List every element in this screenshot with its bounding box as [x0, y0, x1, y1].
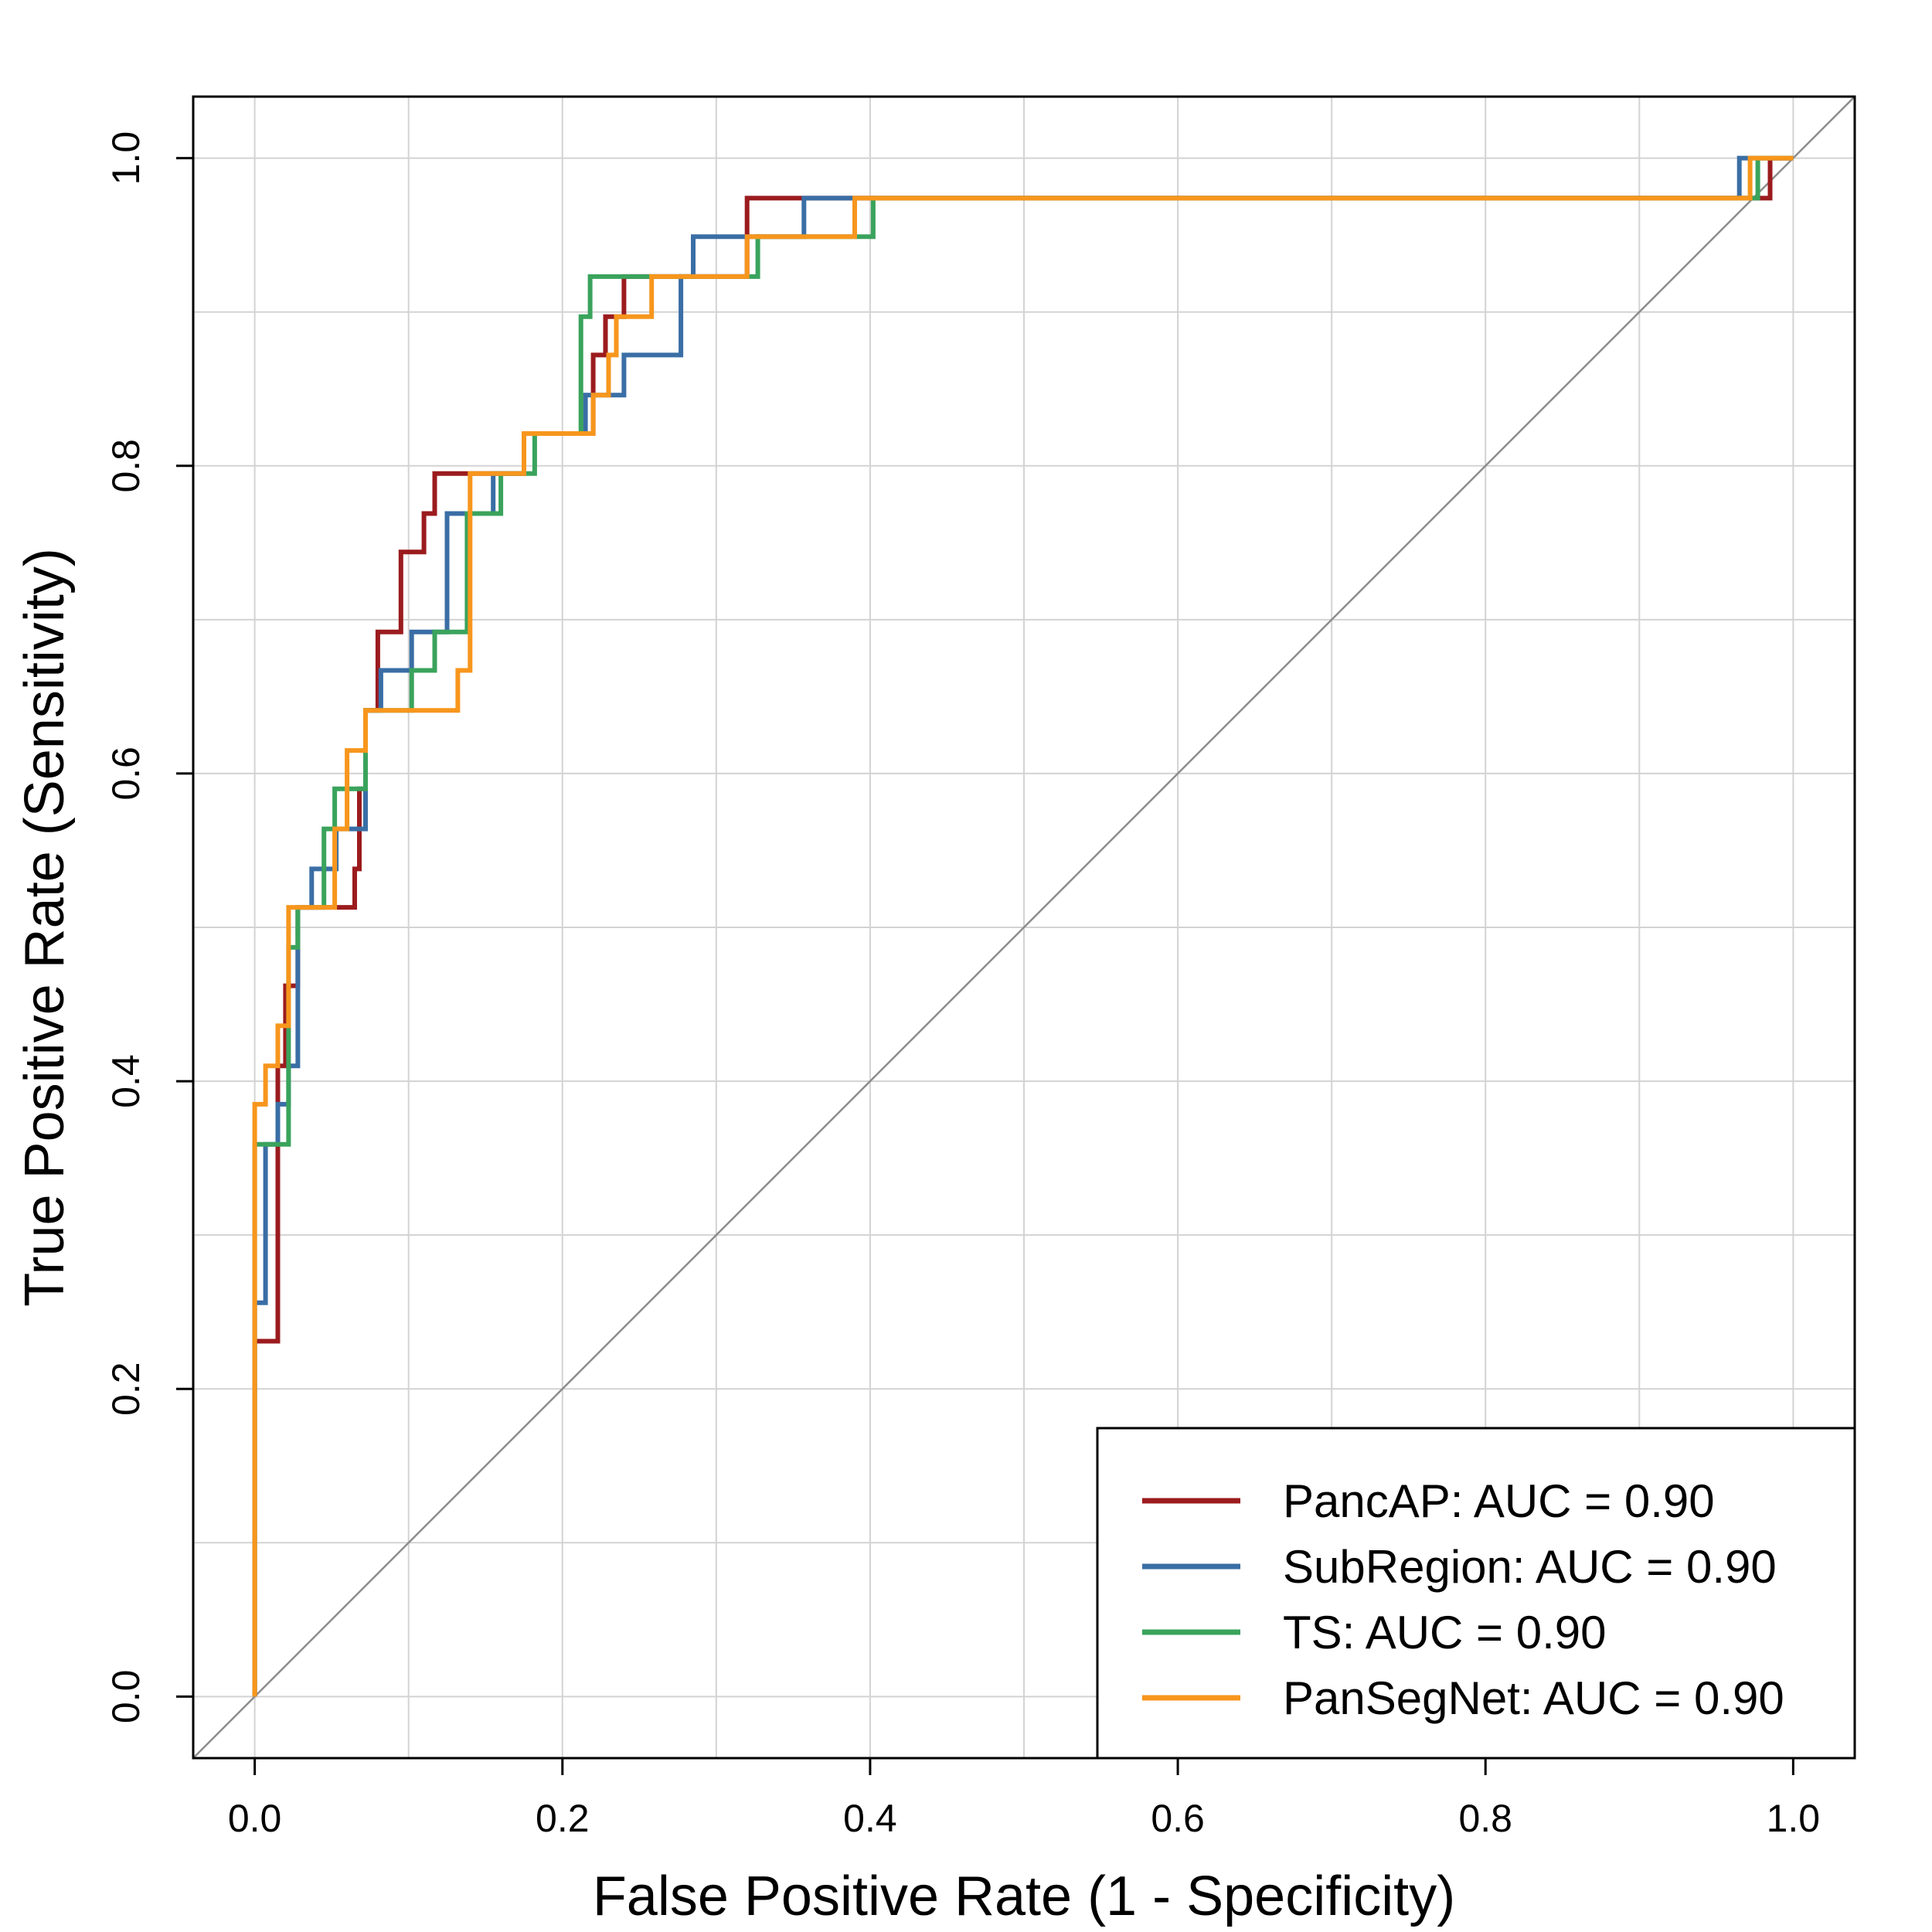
y-tick-label: 0.4 — [104, 1054, 148, 1108]
roc-curves — [252, 155, 1794, 1697]
legend-label-ts: TS: AUC = 0.90 — [1283, 1607, 1607, 1658]
y-tick-label: 1.0 — [104, 131, 148, 185]
x-tick-label: 0.8 — [1458, 1797, 1512, 1840]
y-axis: 0.0 0.2 0.4 0.6 0.8 1.0 — [104, 131, 193, 1723]
roc-curve-pansegnet — [252, 155, 1794, 1697]
legend-label-pancap: PancAP: AUC = 0.90 — [1283, 1475, 1715, 1527]
legend-label-subregion: SubRegion: AUC = 0.90 — [1283, 1541, 1777, 1593]
y-tick-label: 0.0 — [104, 1670, 148, 1724]
x-tick-label: 0.4 — [843, 1797, 897, 1840]
y-tick-label: 0.8 — [104, 439, 148, 493]
y-axis-title: True Positive Rate (Sensitivity) — [14, 548, 76, 1307]
chance-line — [192, 96, 1855, 1759]
legend-label-pansegnet: PanSegNet: AUC = 0.90 — [1283, 1672, 1784, 1724]
x-tick-label: 0.0 — [228, 1797, 282, 1840]
x-axis-title: False Positive Rate (1 - Specificity) — [593, 1866, 1455, 1927]
x-tick-label: 0.6 — [1151, 1797, 1205, 1840]
y-tick-label: 0.6 — [104, 747, 148, 801]
x-tick-label: 1.0 — [1767, 1797, 1821, 1840]
plot-frame — [192, 95, 1856, 1760]
x-axis: 0.0 0.2 0.4 0.6 0.8 1.0 — [228, 1758, 1820, 1840]
roc-curve-pancap — [252, 155, 1794, 1697]
y-tick-label: 0.2 — [104, 1362, 148, 1416]
x-tick-label: 0.2 — [536, 1797, 590, 1840]
legend-box — [1096, 1427, 1856, 1760]
legend: PancAP: AUC = 0.90 SubRegion: AUC = 0.90 T… — [1096, 1427, 1856, 1760]
diagonal-reference — [192, 96, 1855, 1759]
